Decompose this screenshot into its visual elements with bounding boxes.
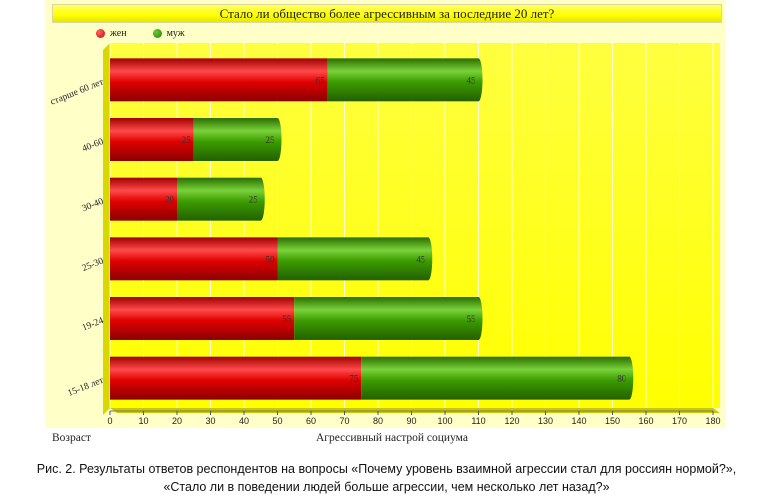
data-label-male: 25 bbox=[249, 195, 259, 205]
x-tick-label: 150 bbox=[605, 416, 620, 426]
y-category-label: старше 60 лет bbox=[49, 77, 106, 108]
bar-end-cap bbox=[273, 118, 282, 161]
bar-end-cap bbox=[256, 177, 265, 221]
legend-marker-male bbox=[152, 29, 162, 38]
chart-plot: 0 10 20 30 40 50 60 70 80 90 100 110 120 130 140 150 160… bbox=[49, 43, 721, 426]
x-tick-label: 130 bbox=[538, 416, 553, 426]
data-label-male: 25 bbox=[266, 135, 276, 145]
bar-female bbox=[110, 177, 177, 221]
bar-female bbox=[110, 356, 362, 400]
bar-female bbox=[110, 58, 328, 102]
x-tick-label: 60 bbox=[306, 416, 316, 426]
legend-item-male: муж bbox=[152, 28, 185, 39]
figure-caption-line2: «Стало ли в поведении людей больше агрес… bbox=[163, 480, 610, 494]
data-label-female: 55 bbox=[282, 314, 292, 324]
data-label-female: 20 bbox=[165, 195, 175, 205]
legend-item-female: жен bbox=[96, 28, 127, 39]
bar-male bbox=[327, 58, 479, 102]
x-tick-label: 70 bbox=[339, 416, 349, 426]
y-category-label: 30-40 bbox=[81, 197, 106, 215]
y-axis-title: Возраст bbox=[52, 432, 91, 444]
y-category-label: 19-24 bbox=[81, 316, 106, 334]
x-tick-label: 100 bbox=[437, 416, 452, 426]
legend-marker-female bbox=[96, 29, 105, 38]
x-tick-label: 140 bbox=[571, 416, 586, 426]
legend-label-female: жен bbox=[110, 28, 127, 39]
bar-end-cap bbox=[474, 58, 483, 102]
data-label-female: 65 bbox=[316, 75, 326, 85]
x-tick-label: 20 bbox=[172, 416, 182, 426]
x-tick-label: 0 bbox=[107, 416, 112, 426]
bar-female bbox=[110, 237, 278, 281]
bar-female bbox=[110, 297, 295, 340]
x-tick-label: 160 bbox=[638, 416, 653, 426]
x-tick-label: 180 bbox=[705, 416, 720, 426]
x-axis-title: Агрессивный настрой социума bbox=[316, 432, 468, 444]
data-label-male: 45 bbox=[416, 254, 426, 264]
bar-male bbox=[277, 237, 429, 281]
x-tick-label: 10 bbox=[138, 416, 148, 426]
bar-male bbox=[294, 297, 479, 340]
x-tick-label: 50 bbox=[272, 416, 282, 426]
x-tick-label: 80 bbox=[373, 416, 383, 426]
bar-end-cap bbox=[625, 356, 634, 400]
x-tick-label: 170 bbox=[672, 416, 687, 426]
y-category-label: 25-30 bbox=[81, 256, 106, 274]
chart-title: Стало ли общество более агрессивным за п… bbox=[52, 4, 722, 23]
x-tick-label: 110 bbox=[471, 416, 485, 426]
data-label-male: 45 bbox=[467, 75, 477, 85]
bar-female bbox=[110, 118, 194, 161]
plot-background bbox=[110, 43, 720, 408]
y-category-label: 15-18 лет bbox=[66, 375, 105, 399]
x-tick-label: 40 bbox=[239, 416, 249, 426]
data-label-female: 25 bbox=[182, 135, 192, 145]
legend-label-male: муж bbox=[166, 28, 185, 39]
bar-end-cap bbox=[424, 237, 433, 281]
plot-side-wall bbox=[103, 43, 110, 415]
x-tick-label: 90 bbox=[406, 416, 416, 426]
data-label-female: 50 bbox=[266, 254, 276, 264]
legend: жен муж bbox=[96, 28, 185, 39]
data-label-male: 55 bbox=[467, 314, 477, 324]
figure-caption-line1: Рис. 2. Результаты ответов респондентов … bbox=[36, 462, 737, 476]
data-label-male: 80 bbox=[617, 374, 627, 384]
x-tick-label: 30 bbox=[205, 416, 215, 426]
bar-male bbox=[193, 118, 278, 161]
y-category-label: 40-60 bbox=[81, 137, 106, 155]
bar-male bbox=[177, 177, 261, 221]
data-label-female: 75 bbox=[349, 374, 359, 384]
bar-end-cap bbox=[474, 297, 483, 340]
x-tick-label: 120 bbox=[504, 416, 519, 426]
bar-male bbox=[361, 356, 630, 400]
